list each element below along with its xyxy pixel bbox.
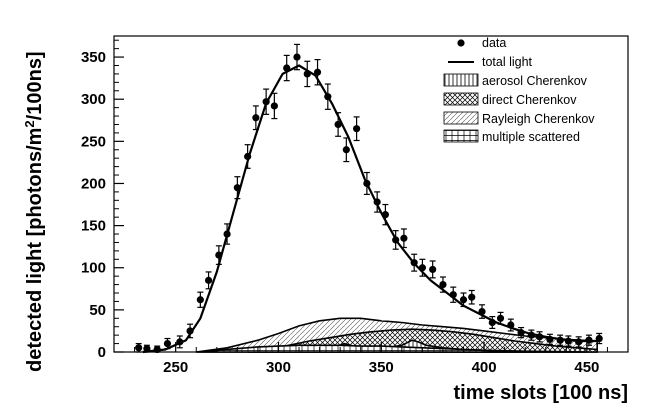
- y-tick-label: 350: [81, 49, 106, 66]
- data-point: [313, 68, 322, 76]
- data-point: [252, 114, 260, 122]
- data-point: [163, 339, 172, 348]
- data-point: [556, 336, 564, 344]
- y-tick-label: 0: [98, 344, 106, 361]
- data-point: [418, 264, 426, 272]
- y-tick-label: 50: [89, 302, 106, 319]
- y-axis-title-tail: /100ns]: [24, 51, 46, 120]
- data-point: [535, 333, 544, 341]
- legend-rayleigh-label: Rayleigh Cherenkov: [482, 112, 595, 126]
- data-point: [342, 146, 350, 154]
- data-point: [459, 296, 468, 304]
- data-point: [186, 327, 194, 335]
- legend-rayleigh-swatch: [443, 111, 479, 125]
- data-point: [496, 314, 505, 322]
- legend-total-label: total light: [482, 55, 533, 69]
- x-tick-label: 300: [266, 359, 291, 376]
- legend-data-marker: [457, 39, 465, 47]
- legend-direct-label: direct Cherenkov: [482, 93, 577, 107]
- data-point: [429, 265, 437, 274]
- data-point: [196, 296, 204, 304]
- data-point: [293, 53, 301, 61]
- data-point: [507, 321, 515, 329]
- y-axis-title-sup: 2: [22, 120, 37, 127]
- data-point: [527, 331, 535, 339]
- data-point: [135, 344, 143, 352]
- x-tick-label: 450: [574, 359, 599, 376]
- data-point: [233, 184, 241, 192]
- data-point: [363, 179, 371, 188]
- data-point: [392, 236, 400, 244]
- data-point: [270, 102, 278, 110]
- data-point: [400, 234, 408, 242]
- x-tick-label: 400: [472, 359, 497, 376]
- legend: data total light aerosol Cherenkov direc…: [443, 36, 595, 144]
- data-point: [143, 345, 151, 353]
- data-point: [303, 70, 311, 78]
- data-point: [204, 276, 213, 284]
- data-point: [262, 98, 270, 106]
- data-point: [517, 329, 525, 337]
- data-points: [135, 43, 603, 354]
- data-point: [564, 337, 572, 345]
- legend-multiple-swatch: [443, 129, 479, 143]
- legend-aerosol-label: aerosol Cherenkov: [482, 74, 588, 88]
- total-light-curve: [142, 64, 598, 354]
- legend-multiple-label: multiple scattered: [482, 130, 580, 144]
- axes: 0 50 100 150 200 250 300 350 250 300 350 400 450: [81, 39, 608, 376]
- y-tick-label: 300: [81, 91, 106, 108]
- data-point: [575, 338, 583, 346]
- data-point: [410, 259, 418, 267]
- total-light-layer: [142, 64, 598, 354]
- data-point: [449, 291, 457, 299]
- data-point: [334, 120, 342, 129]
- x-tick-label: 250: [163, 359, 188, 376]
- y-tick-label: 100: [81, 260, 106, 277]
- data-point: [176, 338, 184, 346]
- legend-aerosol-swatch: [443, 73, 479, 87]
- data-point: [373, 198, 381, 206]
- data-point: [223, 230, 231, 238]
- data-point: [546, 335, 554, 343]
- y-tick-label: 150: [81, 218, 106, 235]
- multiple-scattered-area: [196, 344, 587, 353]
- x-axis-title: time slots [100 ns]: [453, 382, 628, 404]
- data-point: [324, 93, 332, 101]
- y-tick-label: 250: [81, 133, 106, 150]
- data-point: [439, 280, 447, 289]
- legend-direct-swatch: [443, 92, 479, 106]
- data-point: [488, 318, 496, 327]
- legend-data-label: data: [482, 36, 506, 50]
- y-tick-label: 200: [81, 175, 106, 192]
- data-point: [478, 307, 486, 316]
- data-point: [283, 64, 291, 72]
- data-point: [468, 293, 476, 301]
- y-axis-title-main: detected light [photons/m: [24, 128, 46, 372]
- data-point: [244, 152, 252, 161]
- data-point: [215, 251, 223, 259]
- data-point: [595, 334, 603, 343]
- y-axis-title: detected light [photons/m2/100ns]: [22, 51, 46, 372]
- data-point: [381, 211, 389, 219]
- data-point: [353, 125, 361, 133]
- x-tick-label: 350: [369, 359, 394, 376]
